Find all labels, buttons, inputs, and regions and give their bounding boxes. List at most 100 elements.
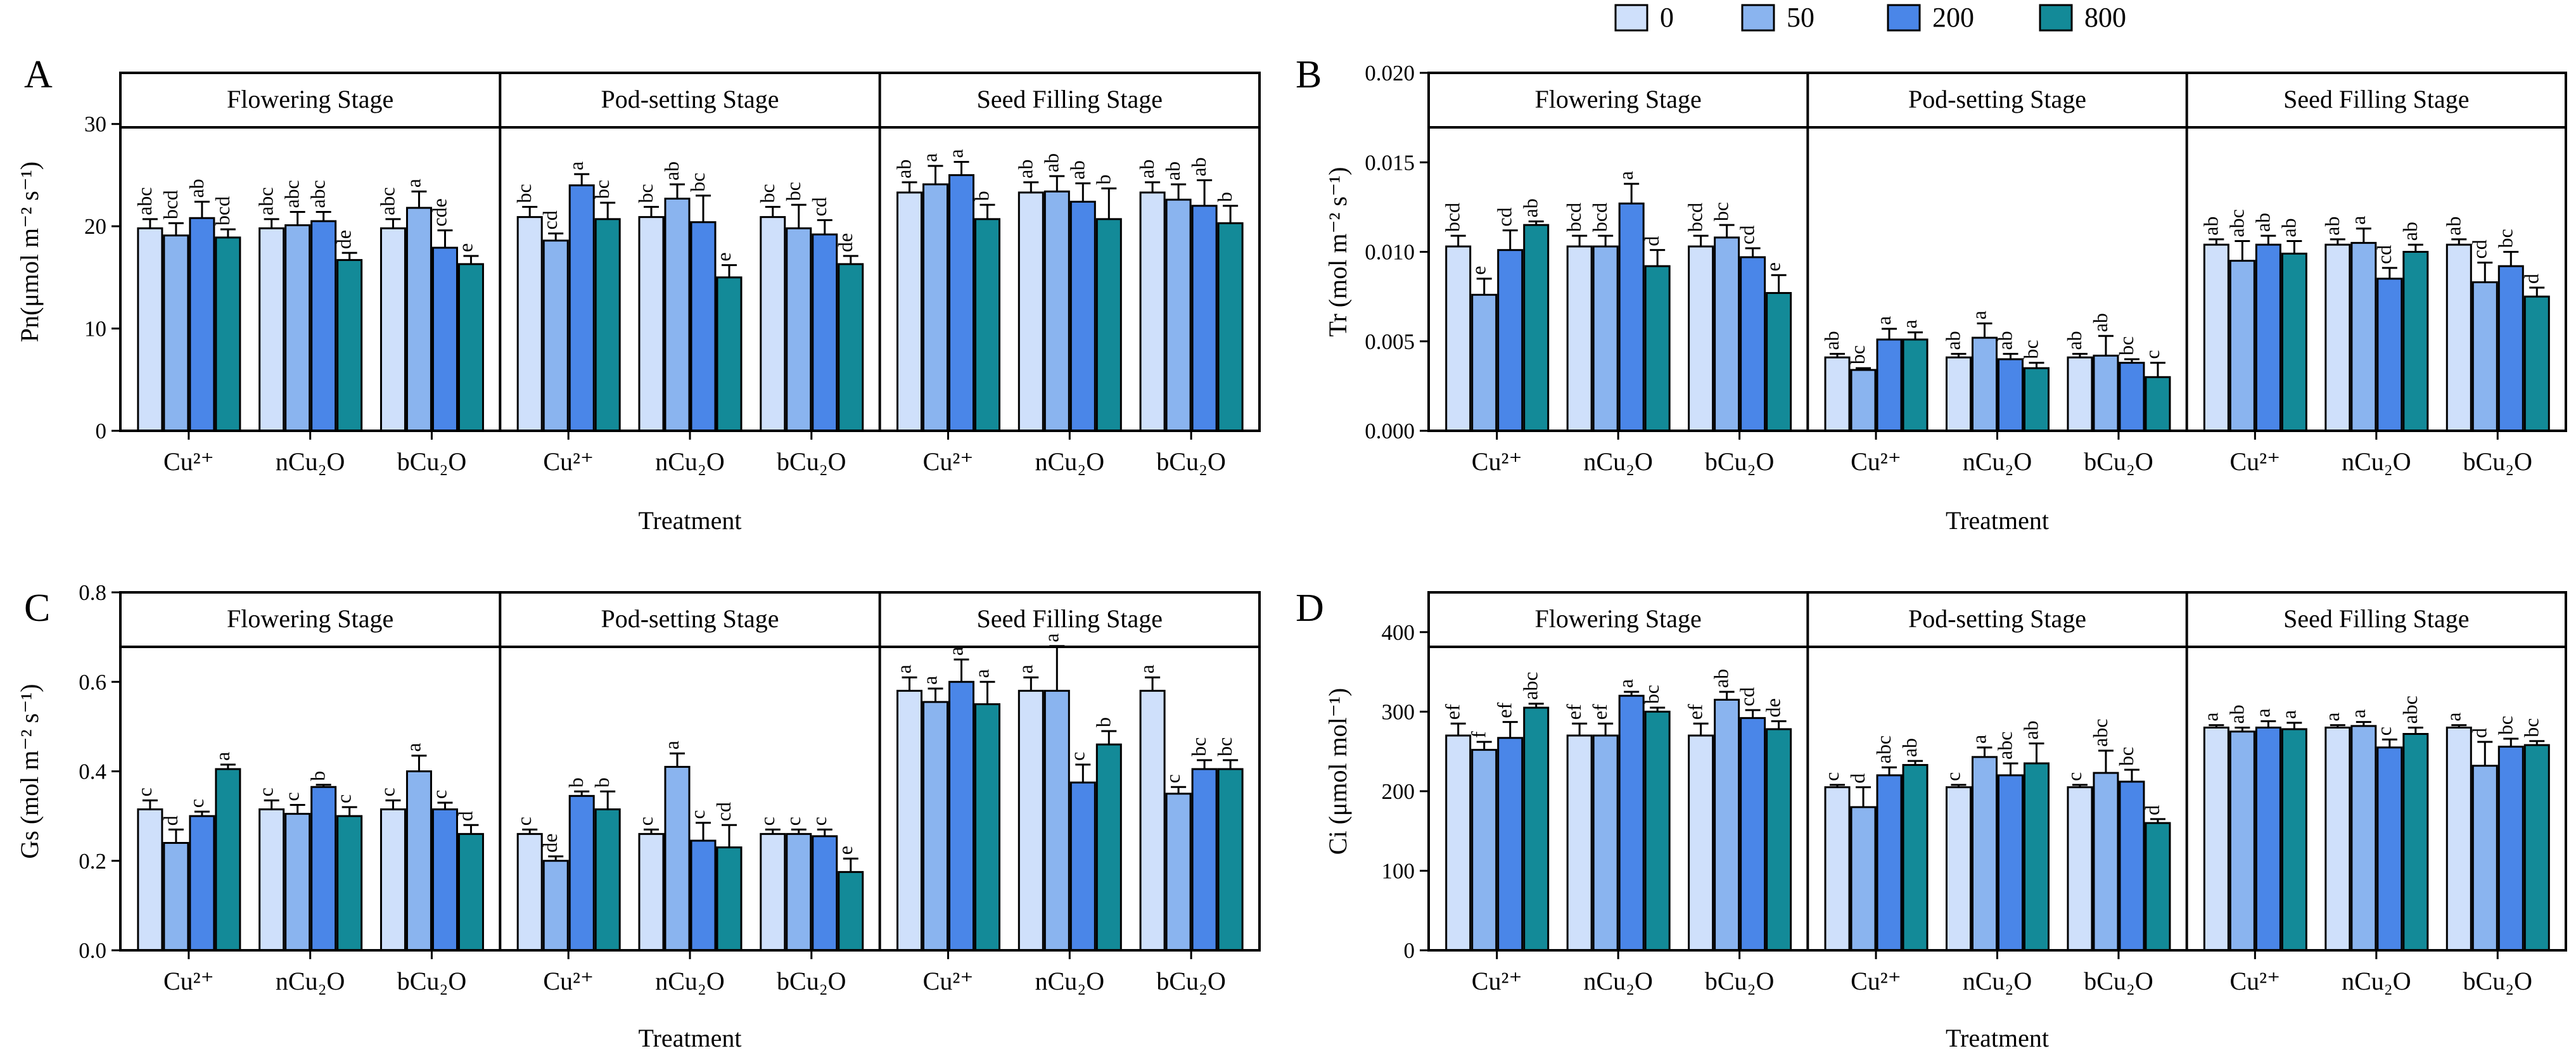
bar <box>163 842 189 952</box>
significance-letter: d <box>2520 274 2542 284</box>
significance-letter: ab <box>1994 331 2017 350</box>
x-tick-label: nCu₂O <box>1035 447 1105 476</box>
significance-letter: cd <box>1493 207 1516 226</box>
significance-letter: a <box>402 179 424 188</box>
bar <box>336 815 363 952</box>
y-tick-label: 0 <box>1404 938 1415 963</box>
y-tick-label: 10 <box>84 317 106 341</box>
bar <box>1850 806 1877 952</box>
x-tick-label: bCu₂O <box>2084 447 2153 476</box>
significance-letter: ab <box>2020 720 2043 739</box>
bar <box>716 846 743 952</box>
bar <box>2445 243 2472 432</box>
significance-letter: cd <box>712 802 735 821</box>
x-tick-label: nCu₂O <box>655 447 725 476</box>
significance-letter: f <box>1467 731 1490 738</box>
bar <box>1592 245 1619 432</box>
significance-letter: e <box>1762 262 1785 271</box>
significance-letter: a <box>564 162 587 170</box>
bar <box>1902 338 1929 432</box>
bar <box>1497 249 1524 432</box>
y-tick-label: 0.015 <box>1365 150 1415 175</box>
legend-swatch-0 <box>1614 4 1648 32</box>
significance-letter: bcd <box>1441 203 1464 232</box>
significance-letter: bc <box>2115 336 2138 355</box>
significance-letter: a <box>945 647 967 656</box>
plot-frame <box>1427 591 2567 952</box>
bar <box>1766 291 1792 432</box>
bar <box>2203 243 2229 432</box>
significance-letter: a <box>971 669 993 678</box>
bar <box>786 227 812 432</box>
significance-letter: bcd <box>1684 203 1707 232</box>
significance-letter: ab <box>2199 217 2222 236</box>
significance-letter: ab <box>2321 217 2343 236</box>
significance-letter: cde <box>428 198 450 226</box>
panel-letter: A <box>24 53 53 96</box>
bar <box>1471 293 1498 432</box>
x-tick-label: bCu₂O <box>397 447 467 476</box>
significance-letter: bc <box>1846 345 1869 364</box>
significance-letter: c <box>185 799 208 808</box>
significance-letter: b <box>1092 174 1114 184</box>
bar <box>594 808 621 952</box>
x-tick-label: Cu²⁺ <box>1851 447 1901 476</box>
significance-letter: d <box>454 811 476 821</box>
significance-letter: c <box>255 787 277 796</box>
bar <box>2119 362 2145 432</box>
bar <box>1497 737 1524 952</box>
bar <box>838 263 864 432</box>
x-tick-label: nCu₂O <box>1963 447 2032 476</box>
bar <box>1043 190 1070 432</box>
x-tick-label: Cu²⁺ <box>2229 967 2280 995</box>
y-axis-title: Tr (mol m⁻² s⁻¹) <box>1323 167 1352 336</box>
significance-letter: c <box>756 817 779 825</box>
significance-letter: b <box>1213 192 1236 202</box>
significance-letter: a <box>2277 710 2300 719</box>
significance-letter: a <box>919 153 941 162</box>
significance-letter: d <box>159 815 182 825</box>
significance-letter: c <box>1820 772 1843 781</box>
significance-letter: e <box>834 846 857 855</box>
significance-letter: ab <box>2399 222 2421 241</box>
bar <box>457 263 484 432</box>
significance-letter: cd <box>2468 239 2490 258</box>
significance-letter: cd <box>808 197 831 216</box>
stage-header: Seed Filling Stage <box>977 85 1163 113</box>
stage-header: Flowering Stage <box>1535 85 1702 113</box>
bar <box>1069 781 1096 952</box>
significance-letter: bc <box>1710 202 1733 221</box>
y-tick-label: 100 <box>1382 858 1415 883</box>
y-tick-label: 30 <box>84 112 106 137</box>
significance-letter: ab <box>2442 217 2464 236</box>
bar <box>2024 367 2050 432</box>
bar <box>594 218 621 432</box>
bar <box>2376 746 2403 952</box>
x-tick-label: nCu₂O <box>1583 967 1653 995</box>
x-axis-title: Treatment <box>1946 506 2049 535</box>
significance-letter: abc <box>255 187 277 215</box>
stage-header: Flowering Stage <box>1535 604 1702 633</box>
legend-swatch-800 <box>2039 4 2073 32</box>
stage-header: Pod-setting Stage <box>601 604 779 633</box>
bar <box>1740 256 1766 432</box>
stage-header: Flowering Stage <box>227 85 393 113</box>
significance-letter: bc <box>756 184 779 203</box>
significance-letter: de <box>333 230 355 249</box>
bar <box>664 765 691 952</box>
x-tick-label: bCu₂O <box>777 967 846 995</box>
significance-letter: a <box>402 743 424 752</box>
y-axis-title: Ci (μmol mol⁻¹) <box>1323 688 1352 855</box>
significance-letter: cd <box>2373 245 2395 264</box>
significance-letter: d <box>1640 236 1663 246</box>
bar <box>2281 728 2307 952</box>
panel-B: B Tr (mol m⁻² s⁻¹) 0.000 0.005 0.010 0.015 0.0… <box>1296 53 2567 535</box>
significance-letter: a <box>2251 708 2274 717</box>
significance-letter: a <box>1135 665 1158 673</box>
significance-letter: bcd <box>1588 203 1611 232</box>
bar <box>638 216 665 432</box>
significance-letter: c <box>333 794 355 803</box>
significance-letter: ab <box>185 179 208 198</box>
significance-letter: ab <box>1898 738 1921 757</box>
bar <box>284 813 311 952</box>
